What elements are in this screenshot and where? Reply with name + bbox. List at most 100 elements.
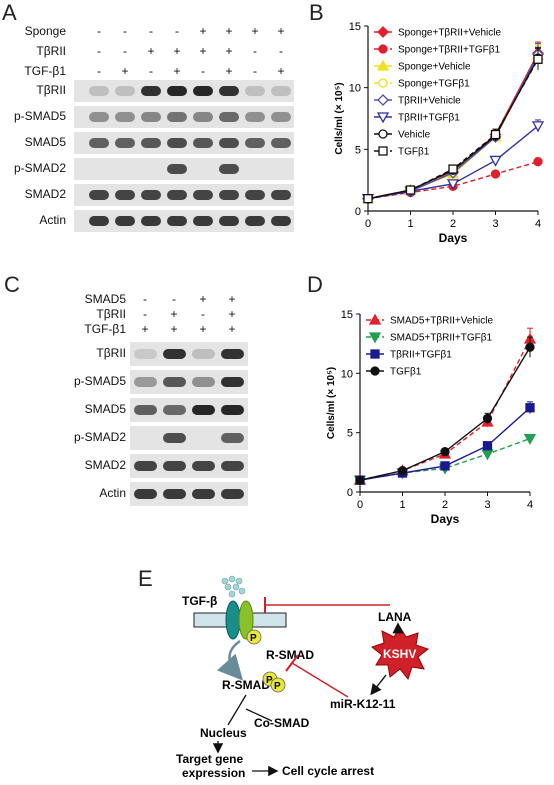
blot-band	[167, 164, 187, 174]
series: Sponge+Vehicle	[361, 44, 545, 204]
x-tick-label: 0	[357, 499, 363, 511]
blot-label: SMAD5	[24, 135, 66, 149]
treatment-label: SMAD5	[84, 292, 126, 306]
blot-label: p-SMAD5	[13, 109, 66, 123]
kshv-label: KSHV	[383, 647, 416, 661]
blot-band	[220, 349, 244, 359]
mirna-label: miR-K12-11	[330, 697, 396, 711]
blot-band	[245, 216, 265, 226]
blot-band	[141, 190, 161, 200]
blot-band	[115, 138, 135, 148]
series: TGFβ1	[363, 48, 543, 204]
treatment-sign: +	[228, 307, 236, 321]
blot-band	[89, 86, 109, 96]
blot-strip	[74, 184, 294, 206]
series-line	[367, 160, 539, 200]
blot-band	[271, 138, 291, 148]
blot-band	[245, 112, 265, 122]
treatment-sign: -	[149, 64, 153, 78]
data-point	[440, 461, 450, 471]
data-point	[376, 59, 390, 71]
blot-band	[219, 138, 239, 148]
rsmad-to-nucleus-line	[227, 694, 247, 726]
blot-band	[245, 138, 265, 148]
legend-label: TβRII+TGFβ1	[398, 113, 460, 124]
blot-band	[271, 216, 291, 226]
phospho-p1-label: P	[250, 633, 257, 644]
legend-label: Vehicle	[398, 130, 431, 141]
treatment-sign: +	[173, 64, 181, 78]
data-point	[446, 179, 460, 191]
blot-band	[162, 405, 186, 415]
blot-band	[220, 433, 244, 443]
blot-band	[133, 405, 157, 415]
treatment-sign: +	[277, 24, 285, 38]
treatment-sign: -	[253, 44, 257, 58]
y-tick-label: 10	[341, 368, 353, 380]
blot-band	[193, 216, 213, 226]
blot-strip	[74, 158, 294, 180]
blot-band	[167, 112, 187, 122]
blot-label: SMAD2	[84, 458, 126, 472]
data-point	[490, 169, 501, 179]
data-point	[368, 332, 382, 344]
legend-label: TβRII+TGFβ1	[390, 350, 452, 361]
blot-band	[193, 112, 213, 122]
data-point	[397, 465, 408, 476]
treatment-sign: -	[201, 307, 205, 321]
blot-band	[141, 138, 161, 148]
growth-chart-b: 0 5 10 15 0 1 2 3 4 Days Cells/ml (× 10⁵) Sponge+Tβ…	[334, 21, 545, 245]
y-tick-label: 0	[355, 206, 361, 218]
blot-band	[115, 190, 135, 200]
blot-band	[220, 377, 244, 387]
treatment-sign: -	[123, 24, 127, 38]
blot-band	[162, 377, 186, 387]
data-point	[490, 129, 501, 140]
blot-band	[220, 405, 244, 415]
blot-band	[133, 377, 157, 387]
blot-strip	[74, 210, 294, 232]
blot-strip	[130, 482, 248, 506]
x-tick-label: 2	[442, 499, 448, 511]
legend-label: TβRII+Vehicle	[398, 96, 461, 107]
treatment-sign: -	[172, 292, 176, 306]
x-tick-label: 3	[484, 499, 490, 511]
x-tick-label: 2	[450, 218, 456, 230]
blot-band	[191, 405, 215, 415]
blot-band	[162, 461, 186, 471]
growth-chart-d: 0 5 10 15 0 1 2 3 4 Days Cells/ml (× 10⁵) SMAD5+TβR…	[326, 309, 537, 526]
x-tick-label: 1	[399, 499, 405, 511]
treatment-sign: -	[253, 64, 257, 78]
x-axis-label: Days	[439, 231, 468, 245]
legend-label: TGFβ1	[390, 367, 422, 378]
panel-letter-d: D	[307, 272, 323, 297]
blot-band	[271, 190, 291, 200]
data-point	[482, 441, 493, 451]
data-point	[523, 433, 537, 445]
blot-band	[167, 86, 187, 96]
blot-strip	[74, 106, 294, 128]
data-point	[377, 26, 389, 38]
blot-label: TβRII	[96, 346, 126, 360]
treatment-sign: +	[170, 322, 178, 336]
data-point	[482, 413, 493, 424]
data-point	[481, 449, 494, 461]
treatment-sign: -	[201, 64, 205, 78]
panel-letter-a: A	[2, 0, 17, 25]
treatment-sign: -	[143, 292, 147, 306]
x-tick-label: 3	[492, 218, 498, 230]
blot-band	[141, 216, 161, 226]
legend-label: TGFβ1	[398, 147, 430, 158]
blot-band	[133, 461, 157, 471]
blot-label: p-SMAD5	[73, 374, 126, 388]
mirna-inhibit-line	[291, 662, 349, 698]
blot-band	[219, 216, 239, 226]
phospho-p3-label: P	[274, 681, 281, 692]
y-tick-label: 0	[347, 487, 353, 499]
data-point	[525, 342, 535, 352]
treatment-label: TβRII	[36, 44, 66, 58]
y-axis-label: Cells/ml (× 10⁵)	[334, 82, 345, 154]
data-point	[440, 447, 450, 457]
blot-band	[89, 138, 109, 148]
data-point	[378, 78, 388, 88]
